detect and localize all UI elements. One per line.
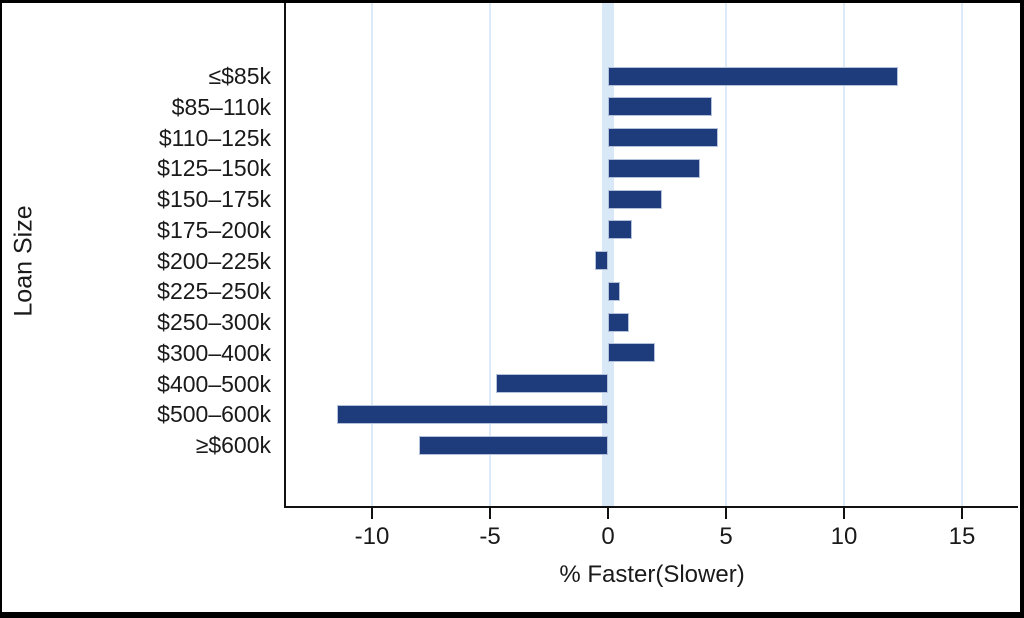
x-tick bbox=[725, 508, 727, 519]
category-label: $400–500k bbox=[157, 370, 271, 397]
x-tick-label: 10 bbox=[830, 523, 858, 550]
y-axis-title: Loan Size bbox=[9, 205, 38, 317]
gridline bbox=[725, 3, 727, 506]
gridline bbox=[489, 3, 491, 506]
gridline bbox=[843, 3, 845, 506]
bar bbox=[608, 158, 701, 178]
bar bbox=[495, 374, 608, 394]
x-tick-label: 5 bbox=[719, 523, 733, 550]
category-label: $500–600k bbox=[157, 401, 271, 428]
x-tick-label: 15 bbox=[948, 523, 976, 550]
bar bbox=[608, 312, 630, 332]
x-tick-label: -10 bbox=[354, 523, 390, 550]
x-axis-title: % Faster(Slower) bbox=[559, 561, 745, 588]
bar bbox=[608, 128, 718, 148]
category-label: $175–200k bbox=[157, 216, 271, 243]
x-tick bbox=[489, 508, 491, 519]
category-label: ≤$85k bbox=[208, 63, 272, 89]
bar bbox=[336, 404, 608, 424]
category-label: $125–150k bbox=[157, 155, 271, 182]
category-label: $225–250k bbox=[157, 278, 271, 305]
category-label: $300–400k bbox=[157, 339, 271, 366]
category-label: $110–125k bbox=[158, 124, 271, 151]
category-label: $250–300k bbox=[157, 309, 271, 336]
y-axis-line bbox=[284, 3, 286, 508]
x-tick bbox=[607, 508, 609, 519]
bar bbox=[608, 97, 712, 117]
x-tick bbox=[961, 508, 963, 519]
gridline bbox=[371, 3, 373, 506]
bar bbox=[608, 189, 663, 209]
category-label: $150–175k bbox=[157, 186, 271, 213]
x-tick bbox=[843, 508, 845, 519]
bar bbox=[608, 281, 620, 301]
x-tick-label: -5 bbox=[479, 523, 501, 550]
gridline bbox=[961, 3, 963, 506]
category-label: $200–225k bbox=[157, 247, 271, 274]
bar bbox=[595, 251, 608, 271]
category-label: ≥$600k bbox=[195, 432, 271, 459]
bar bbox=[608, 343, 656, 363]
x-tick-label: 0 bbox=[601, 523, 615, 550]
bar bbox=[608, 66, 899, 86]
bar bbox=[608, 220, 632, 240]
x-axis-line bbox=[284, 506, 1018, 508]
category-label: $85–110k bbox=[171, 93, 271, 120]
x-tick bbox=[371, 508, 373, 519]
bar bbox=[419, 435, 608, 455]
